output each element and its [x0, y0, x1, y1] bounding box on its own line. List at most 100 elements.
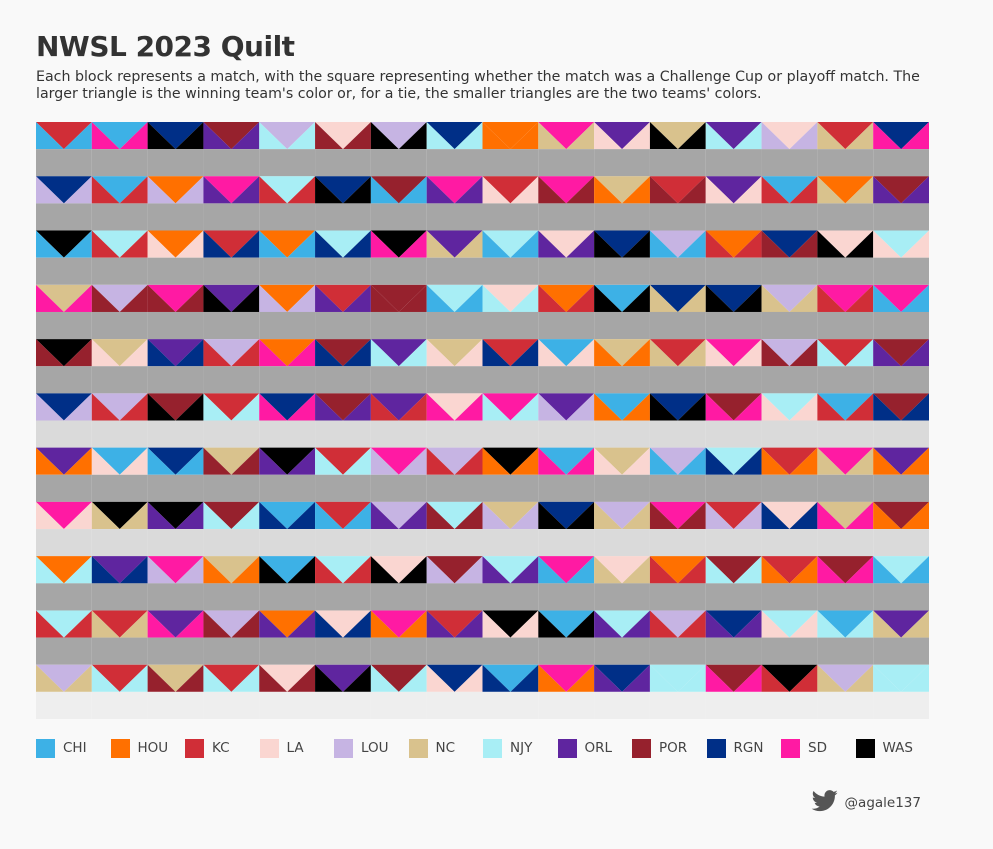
quilt-block [426, 284, 483, 340]
team-triangle [789, 284, 818, 312]
winner-triangle [649, 447, 706, 475]
team-triangle [370, 284, 399, 312]
match-type-square [36, 691, 92, 719]
team-triangle [873, 339, 902, 367]
chart-title: NWSL 2023 Quilt [36, 30, 295, 63]
match-type-square [426, 529, 483, 557]
winner-triangle [370, 176, 427, 204]
quilt-block [315, 610, 371, 665]
team-triangle [287, 501, 316, 530]
team-triangle [538, 339, 567, 367]
quilt-block [594, 122, 650, 177]
legend-item: HOU [110, 738, 168, 758]
quilt-block [482, 447, 539, 502]
quilt-block [259, 610, 316, 665]
team-triangle [566, 176, 595, 204]
winner-triangle [91, 230, 148, 258]
winner-triangle [649, 501, 706, 530]
team-triangle [789, 664, 818, 692]
team-triangle [370, 664, 399, 692]
match-type-square [873, 637, 929, 665]
winner-triangle [36, 610, 92, 638]
team-triangle [287, 447, 316, 475]
quilt-block [761, 230, 818, 285]
team-triangle [789, 230, 818, 258]
quilt-block [538, 176, 595, 231]
team-triangle [203, 447, 232, 475]
quilt-block [426, 230, 483, 285]
team-triangle [733, 230, 762, 258]
legend-swatch [334, 738, 353, 758]
quilt-block [594, 610, 650, 665]
match-type-square [370, 203, 427, 231]
winner-triangle [873, 339, 929, 367]
team-triangle [147, 447, 176, 475]
team-triangle [315, 393, 343, 421]
team-triangle [538, 501, 567, 530]
quilt-block [36, 122, 92, 177]
legend-item: KC [185, 738, 230, 758]
match-type-square [649, 474, 706, 502]
quilt-block [761, 556, 818, 611]
quilt-block [36, 447, 92, 502]
twitter-bird-icon [811, 790, 839, 816]
team-triangle [36, 339, 64, 367]
match-type-square [761, 203, 818, 231]
team-triangle [677, 284, 706, 312]
match-type-square [873, 420, 929, 448]
winner-triangle [147, 122, 204, 150]
quilt-block [91, 284, 148, 340]
match-type-square [649, 691, 706, 719]
team-triangle [901, 447, 929, 475]
quilt-block [370, 122, 427, 177]
match-type-square [594, 637, 650, 665]
legend-swatch [259, 738, 279, 758]
quilt-block [147, 122, 204, 177]
team-triangle [510, 284, 539, 312]
match-type-square [315, 420, 371, 448]
match-type-square [817, 420, 874, 448]
winner-triangle [482, 501, 539, 530]
team-triangle [36, 284, 64, 312]
legend-swatch [110, 738, 130, 758]
match-type-square [761, 257, 818, 285]
quilt-block [203, 447, 260, 502]
team-triangle [845, 501, 874, 530]
winner-triangle [873, 556, 929, 584]
quilt-block [91, 664, 148, 719]
team-triangle [259, 501, 288, 530]
match-type-square [538, 366, 595, 394]
winner-triangle [761, 176, 818, 204]
team-triangle [398, 664, 427, 692]
winner-triangle [817, 339, 874, 367]
match-type-square [538, 637, 595, 665]
winner-triangle [91, 122, 148, 150]
team-triangle [482, 501, 511, 530]
team-triangle [677, 501, 706, 530]
team-triangle [175, 393, 204, 421]
winner-triangle [259, 393, 316, 421]
match-type-square [315, 203, 371, 231]
winner-triangle [538, 176, 595, 204]
team-triangle [342, 284, 371, 312]
winner-triangle [761, 447, 818, 475]
match-type-square [203, 691, 260, 719]
legend-swatch [706, 738, 726, 758]
team-triangle [817, 447, 846, 475]
match-type-square [315, 474, 371, 502]
team-triangle [538, 664, 567, 692]
team-triangle [649, 339, 678, 367]
quilt-block [147, 339, 204, 394]
winner-triangle [761, 122, 818, 150]
team-triangle [733, 284, 762, 312]
quilt-block [370, 664, 427, 719]
match-type-square [649, 529, 706, 557]
match-type-square [259, 420, 316, 448]
team-triangle [845, 339, 874, 367]
match-type-square [761, 149, 818, 177]
winner-triangle [36, 176, 92, 204]
quilt-block [649, 556, 706, 611]
team-triangle [398, 230, 427, 258]
match-type-square [315, 366, 371, 394]
team-triangle [817, 664, 846, 692]
